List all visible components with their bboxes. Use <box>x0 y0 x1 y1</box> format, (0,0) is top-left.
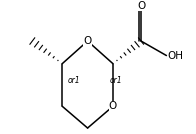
Text: OH: OH <box>167 51 183 61</box>
Text: O: O <box>137 1 145 11</box>
Text: or1: or1 <box>109 76 122 85</box>
Text: O: O <box>83 36 92 46</box>
Text: or1: or1 <box>68 76 80 85</box>
Text: O: O <box>109 101 117 111</box>
